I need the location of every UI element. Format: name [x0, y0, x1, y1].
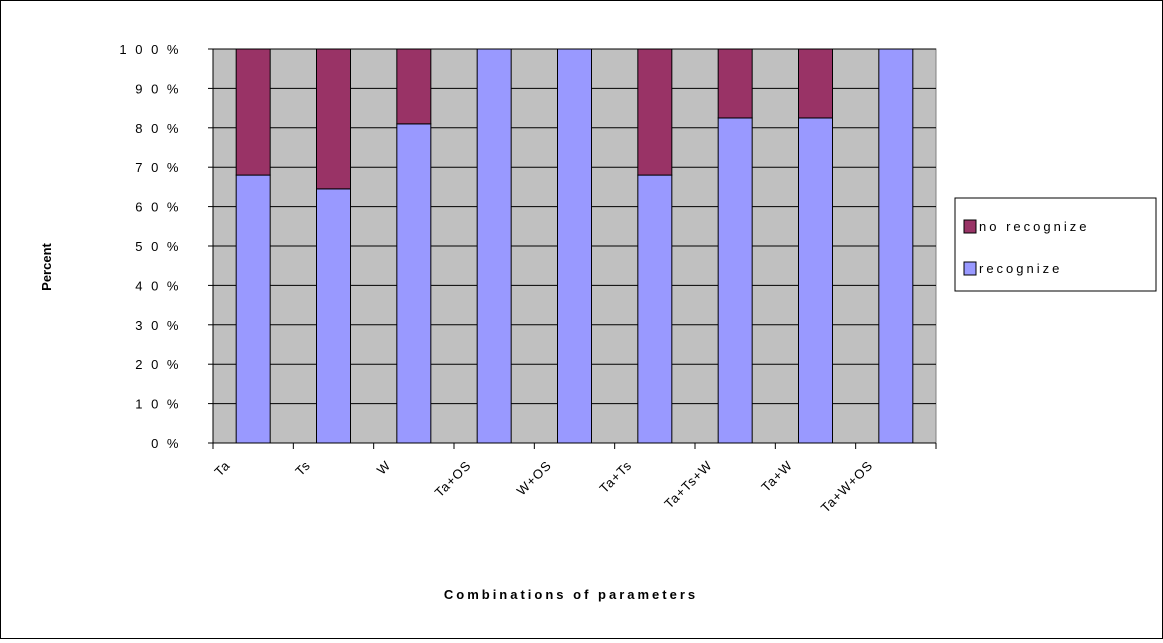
bar-recognize-ta-plus-os	[476, 48, 512, 444]
x-tick-label: Ta+OS	[432, 458, 475, 501]
y-tick-label: 6 0 %	[135, 200, 181, 215]
bar-no-recognize-ta-plus-w	[798, 48, 833, 119]
y-tick-label: 2 0 %	[135, 357, 181, 372]
x-tick-label: Ta+W+OS	[818, 458, 876, 516]
bar-no-recognize-w	[396, 48, 432, 125]
x-tick-label: Ta	[211, 458, 233, 480]
bar-recognize-ta-plus-ts	[637, 174, 673, 444]
x-tick-label: Ta+W	[758, 458, 795, 495]
legend-swatch-no-recognize	[963, 219, 977, 234]
x-tick-label: Ta+Ts+W	[661, 458, 715, 512]
x-tick-label: W+OS	[514, 458, 555, 499]
y-tick-labels: 0 % 1 0 % 2 0 % 3 0 % 4 0 % 5 0 % 6 0 % 7 0 % 8 …	[119, 42, 181, 451]
bar-recognize-ta-plus-ts-plus-w	[717, 117, 753, 444]
legend-swatch-recognize	[963, 261, 977, 276]
y-tick-label: 1 0 0 %	[119, 42, 181, 57]
bar-recognize-ta-plus-w-plus-os	[878, 48, 914, 444]
y-tick-label: 1 0 %	[135, 397, 181, 412]
legend-box	[954, 197, 1157, 292]
bar-no-recognize-ta	[235, 48, 271, 176]
y-tick-label: 7 0 %	[135, 160, 181, 175]
y-tick-label: 8 0 %	[135, 121, 181, 136]
x-tick-labels: Ta Ts W Ta+OS W+OS Ta+Ts Ta+Ts+W Ta+W Ta+W+OS	[211, 458, 875, 516]
x-axis-title: Combinations of parameters	[444, 587, 698, 602]
y-axis-title: Percent	[39, 242, 54, 290]
y-tick-label: 4 0 %	[135, 278, 181, 293]
bar-recognize-ta-plus-w	[798, 117, 833, 444]
x-tick-label: W	[374, 458, 394, 478]
bar-no-recognize-ta-plus-ts	[637, 48, 673, 176]
bar-no-recognize-ta-plus-ts-plus-w	[717, 48, 753, 119]
y-tick-label: 3 0 %	[135, 318, 181, 333]
bar-recognize-w-plus-os	[557, 48, 592, 444]
legend: no recognize recognize	[954, 197, 1157, 292]
x-tick-label: Ta+Ts	[596, 458, 634, 496]
axes	[208, 48, 937, 449]
bars	[235, 48, 914, 444]
legend-label-recognize: recognize	[979, 261, 1062, 276]
bar-recognize-w	[396, 123, 432, 444]
legend-label-no-recognize: no recognize	[979, 219, 1089, 234]
y-tick-label: 0 %	[151, 436, 181, 451]
y-tick-label: 9 0 %	[135, 81, 181, 96]
x-tick-label: Ts	[292, 458, 313, 479]
bar-recognize-ta	[235, 174, 271, 444]
y-tick-label: 5 0 %	[135, 239, 181, 254]
bar-no-recognize-ts	[316, 48, 351, 190]
bar-recognize-ts	[316, 188, 351, 444]
